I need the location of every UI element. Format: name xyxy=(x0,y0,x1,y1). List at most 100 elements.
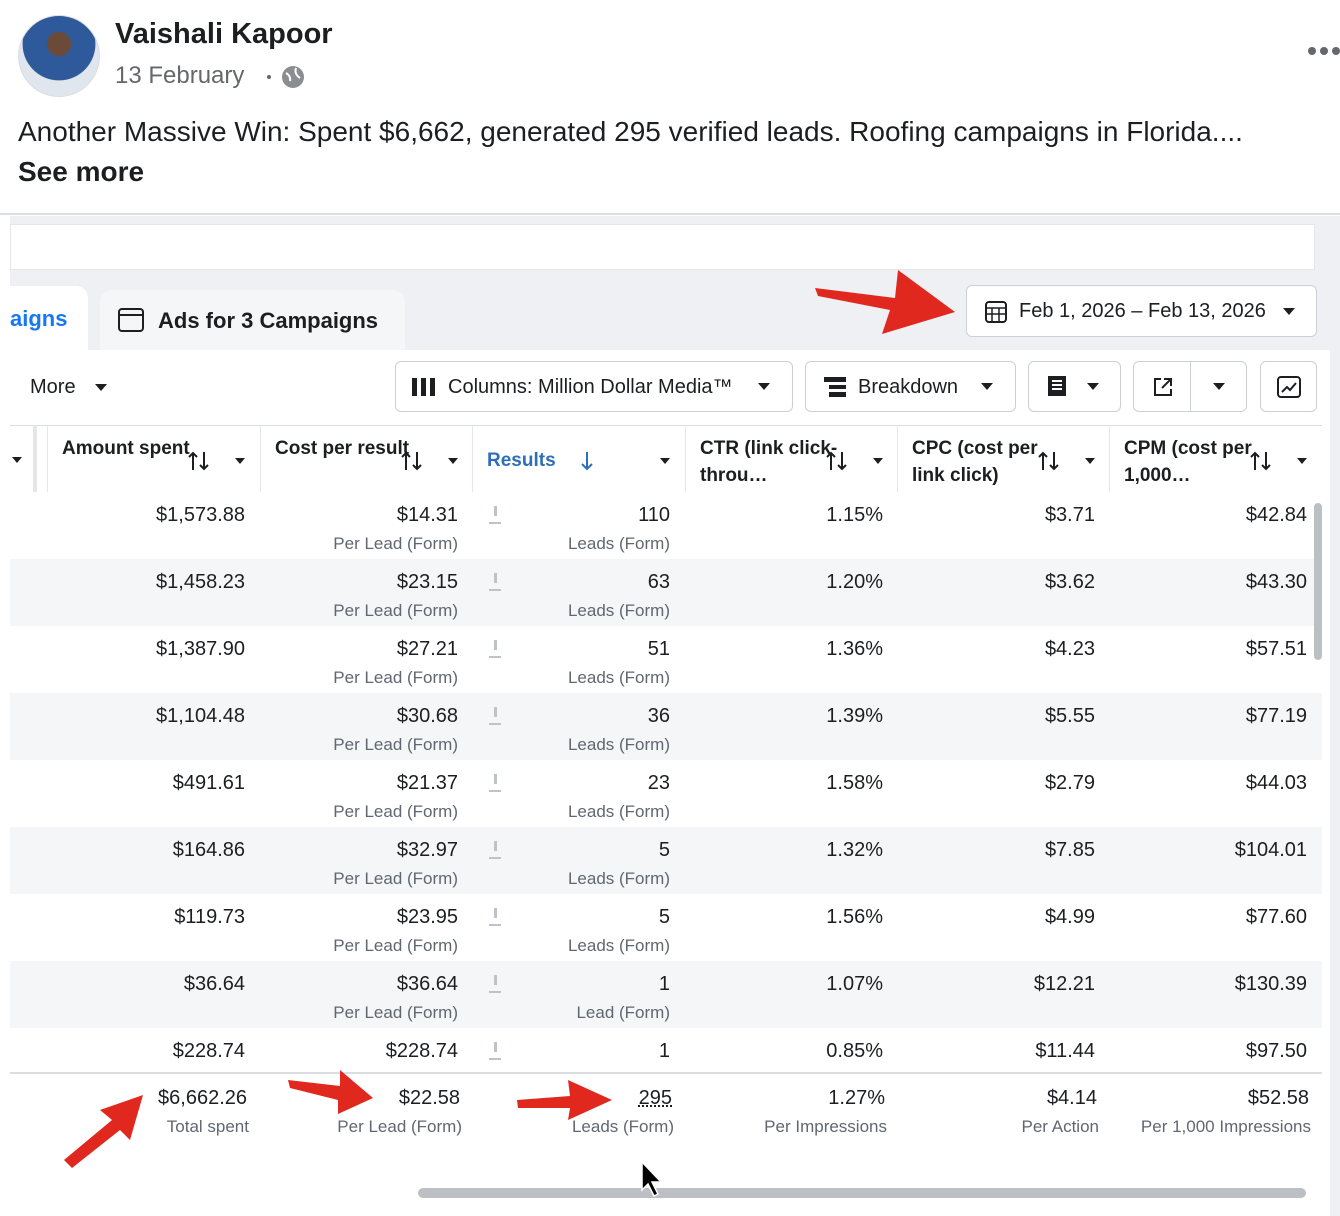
cell-value: $4.99 xyxy=(1044,906,1095,928)
download-icon xyxy=(494,640,497,650)
cell-value: $21.37 xyxy=(396,772,458,794)
cell-value: 1.07% xyxy=(826,973,883,995)
cell-value: $23.95 xyxy=(396,906,458,928)
cell-value: $12.21 xyxy=(1033,973,1095,995)
sort-icon[interactable] xyxy=(825,450,849,472)
columns-label: Columns: Million Dollar Media™ xyxy=(448,376,733,398)
cell-note: Per Lead (Form) xyxy=(333,735,458,754)
cell-value: $228.74 xyxy=(172,1040,245,1062)
cell-note: Per Lead (Form) xyxy=(333,534,458,553)
column-header[interactable]: Cost per result xyxy=(275,438,410,459)
scrollbar[interactable] xyxy=(1314,503,1322,660)
total-value: $52.58 xyxy=(1247,1087,1309,1109)
cell-value: 1.39% xyxy=(826,705,883,727)
cell-note: Leads (Form) xyxy=(567,735,670,754)
audience-icon xyxy=(267,66,304,88)
cell-value: $36.64 xyxy=(183,973,245,995)
cell-value: $1,104.48 xyxy=(156,705,245,727)
column-header[interactable]: CPM (cost per 1,000… xyxy=(1124,438,1252,486)
sort-icon[interactable] xyxy=(579,450,595,472)
see-more[interactable]: See more xyxy=(18,156,145,187)
chart-button[interactable] xyxy=(1260,361,1317,412)
table-row xyxy=(10,626,1322,693)
avatar[interactable] xyxy=(18,15,100,97)
cell-value: $77.19 xyxy=(1245,705,1307,727)
reports-button[interactable] xyxy=(1028,361,1121,412)
column-header[interactable]: CTR (link click-throu… xyxy=(700,438,838,486)
cell-value: $3.71 xyxy=(1044,504,1095,526)
download-icon xyxy=(489,776,501,792)
tab[interactable]: Ads for 3 Campaigns xyxy=(100,290,405,350)
tab-label: Ads for 3 Campaigns xyxy=(158,308,379,333)
tab-icon xyxy=(118,308,144,332)
cell-value: $42.84 xyxy=(1245,504,1307,526)
caret xyxy=(873,458,883,464)
post-body: Another Massive Win: Spent $6,662, gener… xyxy=(18,116,1243,147)
download-icon xyxy=(494,707,497,717)
date-range: Feb 1, 2026 – Feb 13, 2026 xyxy=(1019,300,1266,322)
caret xyxy=(448,458,458,464)
more-options[interactable] xyxy=(1306,44,1340,58)
cell-value: 0.85% xyxy=(826,1040,883,1062)
breakdown-label: Breakdown xyxy=(858,376,959,398)
cell-value: 1.58% xyxy=(826,772,883,794)
export-button[interactable] xyxy=(1133,361,1247,412)
cell-note: Per Lead (Form) xyxy=(333,1003,458,1022)
cell-value: $1,387.90 xyxy=(156,638,245,660)
cell-value: $491.61 xyxy=(172,772,245,794)
cell-value: $2.79 xyxy=(1044,772,1095,794)
cell-value: 110 xyxy=(638,504,670,526)
total-value: $4.14 xyxy=(1046,1087,1097,1109)
cell-value: $3.62 xyxy=(1044,571,1095,593)
cell-value: $119.73 xyxy=(174,906,245,928)
column-header[interactable]: CPC (cost per link click) xyxy=(912,438,1038,486)
cell-value: $130.39 xyxy=(1234,973,1307,995)
post-date[interactable]: 13 February xyxy=(115,62,245,89)
sort-icon[interactable] xyxy=(1037,450,1061,472)
cell-note: Leads (Form) xyxy=(567,534,670,553)
column-header[interactable]: Amount spent xyxy=(62,438,190,459)
cell-value: $27.21 xyxy=(396,638,458,660)
sort-icon[interactable] xyxy=(1249,450,1273,472)
column-header[interactable]: Results xyxy=(487,450,556,471)
sort-icon[interactable] xyxy=(400,450,424,472)
cell-value: $36.64 xyxy=(396,973,458,995)
cell-value: 1 xyxy=(658,973,670,995)
download-icon xyxy=(489,977,501,993)
columns-button[interactable]: Columns: Million Dollar Media™ xyxy=(395,361,793,412)
download-icon xyxy=(494,908,497,918)
cell-value: $44.03 xyxy=(1245,772,1307,794)
cell-value: $32.97 xyxy=(396,839,458,861)
caret xyxy=(12,457,22,463)
cell-value: $164.86 xyxy=(172,839,245,861)
cell-value: 51 xyxy=(647,638,670,660)
cell-value: 36 xyxy=(647,705,670,727)
cell-value: $30.68 xyxy=(396,705,458,727)
author-name[interactable]: Vaishali Kapoor xyxy=(115,18,333,50)
caret xyxy=(660,458,670,464)
download-icon xyxy=(494,573,497,583)
total-value: $6,662.26 xyxy=(158,1087,247,1109)
scrollbar[interactable] xyxy=(418,1188,1306,1198)
search-bar[interactable] xyxy=(10,224,1315,270)
tab[interactable]: aigns xyxy=(10,286,88,350)
more-button[interactable]: More xyxy=(30,376,76,398)
download-icon xyxy=(494,1042,497,1052)
cell-value: $14.31 xyxy=(396,504,458,526)
cell-value: $228.74 xyxy=(385,1040,458,1062)
cell-note: Per Lead (Form) xyxy=(333,601,458,620)
total-note: Per 1,000 Impressions xyxy=(1140,1117,1311,1136)
export-icon xyxy=(1154,378,1172,396)
breakdown-button[interactable]: Breakdown xyxy=(805,361,1016,412)
total-note: Per Lead (Form) xyxy=(337,1117,462,1136)
cell-value: $7.85 xyxy=(1044,839,1095,861)
cell-note: Leads (Form) xyxy=(567,869,670,888)
sort-icon[interactable] xyxy=(187,450,211,472)
cell-value: 1.15% xyxy=(826,504,883,526)
total-value: 1.27% xyxy=(828,1087,885,1109)
calendar-icon xyxy=(985,301,1007,323)
cell-value: 23 xyxy=(647,772,670,794)
date-range-picker[interactable]: Feb 1, 2026 – Feb 13, 2026 xyxy=(966,285,1317,337)
cell-value: $1,458.23 xyxy=(156,571,245,593)
cell-value: $5.55 xyxy=(1044,705,1095,727)
